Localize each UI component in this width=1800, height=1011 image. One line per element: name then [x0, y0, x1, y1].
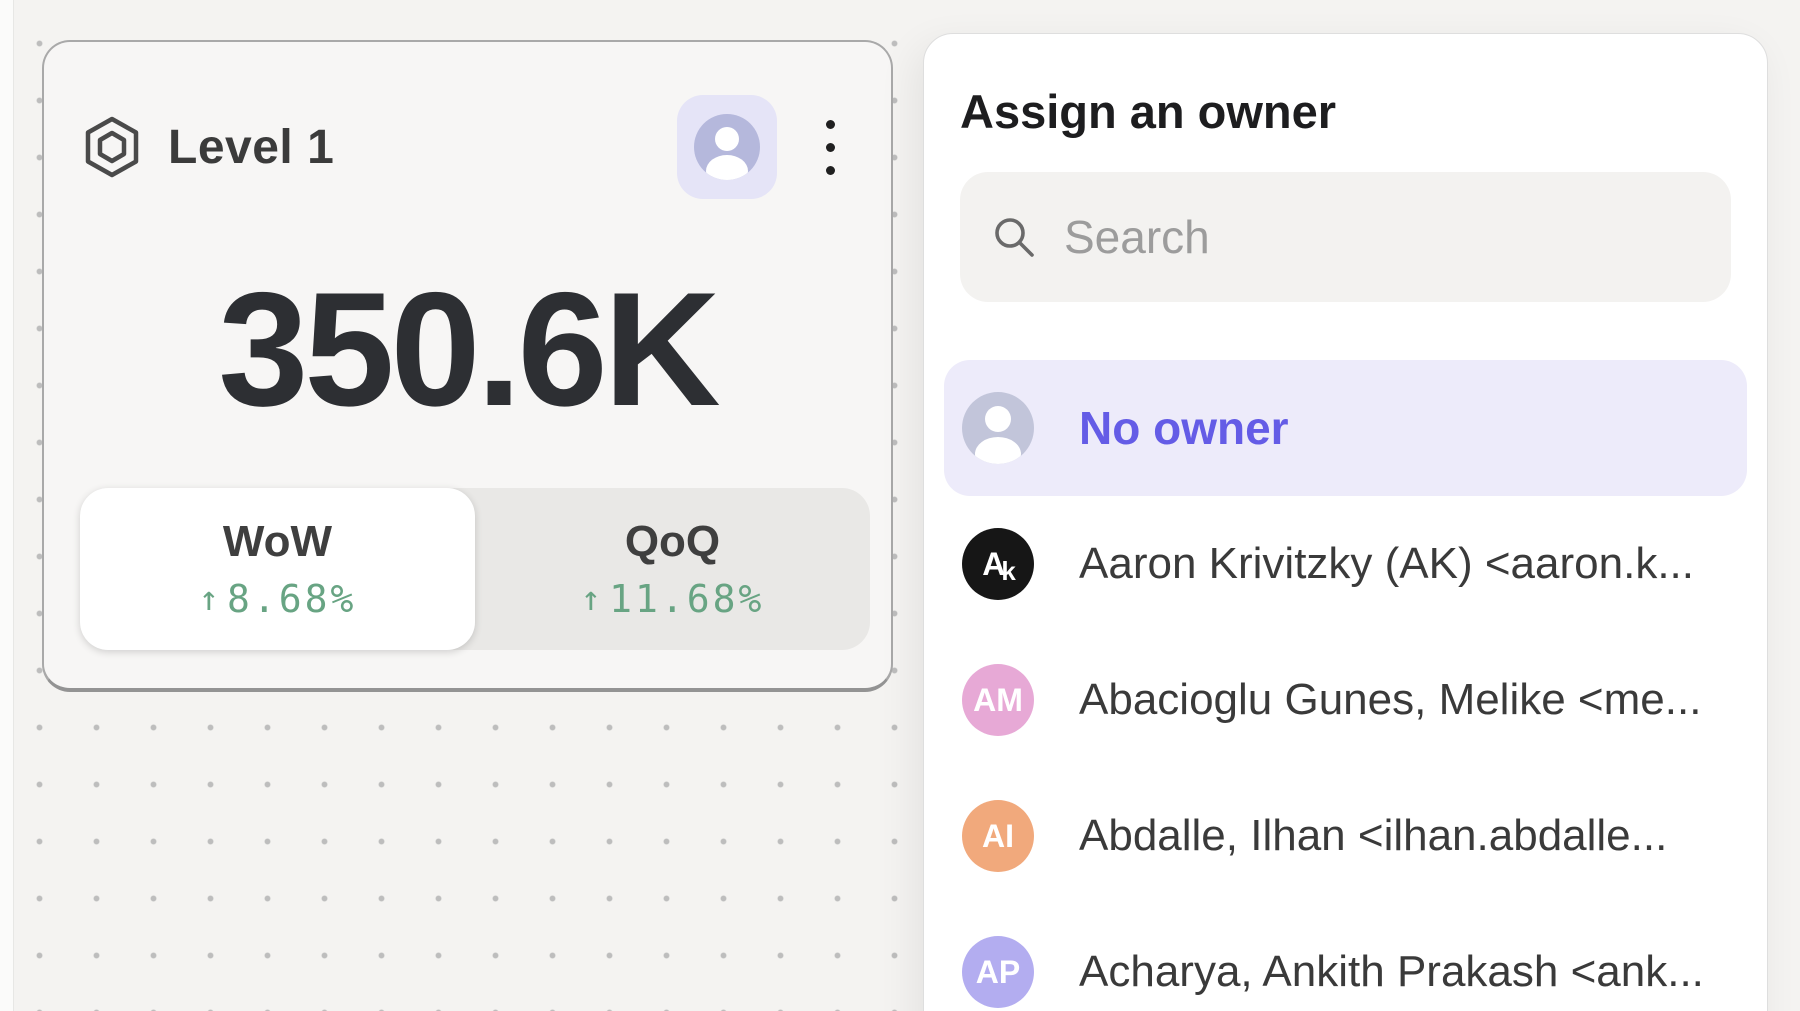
canvas-left-edge — [0, 0, 14, 1011]
person-name: Abdalle, Ilhan <ilhan.abdalle... — [1079, 811, 1668, 860]
no-owner-avatar-icon — [962, 392, 1034, 464]
tab-wow-delta-value: 8.68% — [227, 577, 357, 621]
metric-value: 350.6K — [218, 259, 720, 440]
owner-option-person[interactable]: AI Abdalle, Ilhan <ilhan.abdalle... — [944, 768, 1747, 904]
tab-qoq-delta-value: 11.68% — [609, 577, 765, 621]
avatar-letter: A — [982, 545, 1005, 582]
assign-owner-panel: Assign an owner No owner — [923, 33, 1768, 1011]
avatar-letter: k — [1001, 555, 1016, 586]
up-arrow-icon: ↑ — [198, 579, 220, 619]
owner-search-box[interactable] — [960, 172, 1731, 302]
person-initials-avatar: AP — [962, 936, 1034, 1008]
tab-wow-label: WoW — [222, 517, 333, 566]
owner-option-person[interactable]: AP Acharya, Ankith Prakash <ank... — [944, 904, 1747, 1011]
owner-search-input[interactable] — [1064, 210, 1701, 264]
no-owner-label: No owner — [1079, 402, 1289, 454]
metric-card-header: Level 1 — [84, 94, 837, 200]
owner-option-person[interactable]: AM Abacioglu Gunes, Melike <me... — [944, 632, 1747, 768]
tab-qoq[interactable]: QoQ ↑ 11.68% — [475, 488, 870, 650]
metric-card-level-1[interactable]: Level 1 350.6K WoW ↑ — [42, 40, 893, 692]
person-avatar-icon — [694, 114, 760, 180]
panel-title: Assign an owner — [960, 85, 1337, 138]
kebab-dot — [825, 165, 835, 175]
tab-qoq-label: QoQ — [624, 517, 721, 566]
search-icon — [990, 213, 1038, 261]
owner-option-no-owner[interactable]: No owner — [944, 360, 1747, 496]
card-title: Level 1 — [168, 120, 335, 174]
tab-wow-delta: ↑ 8.68% — [199, 577, 357, 621]
tab-qoq-delta: ↑ 11.68% — [581, 577, 765, 621]
comparison-tabs: WoW ↑ 8.68% QoQ ↑ 11.68% — [80, 488, 870, 650]
kebab-dot — [825, 119, 835, 129]
kebab-dot — [825, 142, 835, 152]
person-name: Abacioglu Gunes, Melike <me... — [1079, 675, 1702, 724]
up-arrow-icon: ↑ — [580, 579, 602, 619]
person-name: Acharya, Ankith Prakash <ank... — [1079, 947, 1704, 996]
hexagon-metric-icon — [84, 116, 140, 178]
person-initials-avatar: AM — [962, 664, 1034, 736]
more-options-button[interactable] — [823, 116, 837, 179]
person-name: Aaron Krivitzky (AK) <aaron.k... — [1079, 539, 1694, 588]
assign-owner-button[interactable] — [677, 95, 777, 199]
tab-wow[interactable]: WoW ↑ 8.68% — [80, 488, 475, 650]
person-initials-avatar: AI — [962, 800, 1034, 872]
